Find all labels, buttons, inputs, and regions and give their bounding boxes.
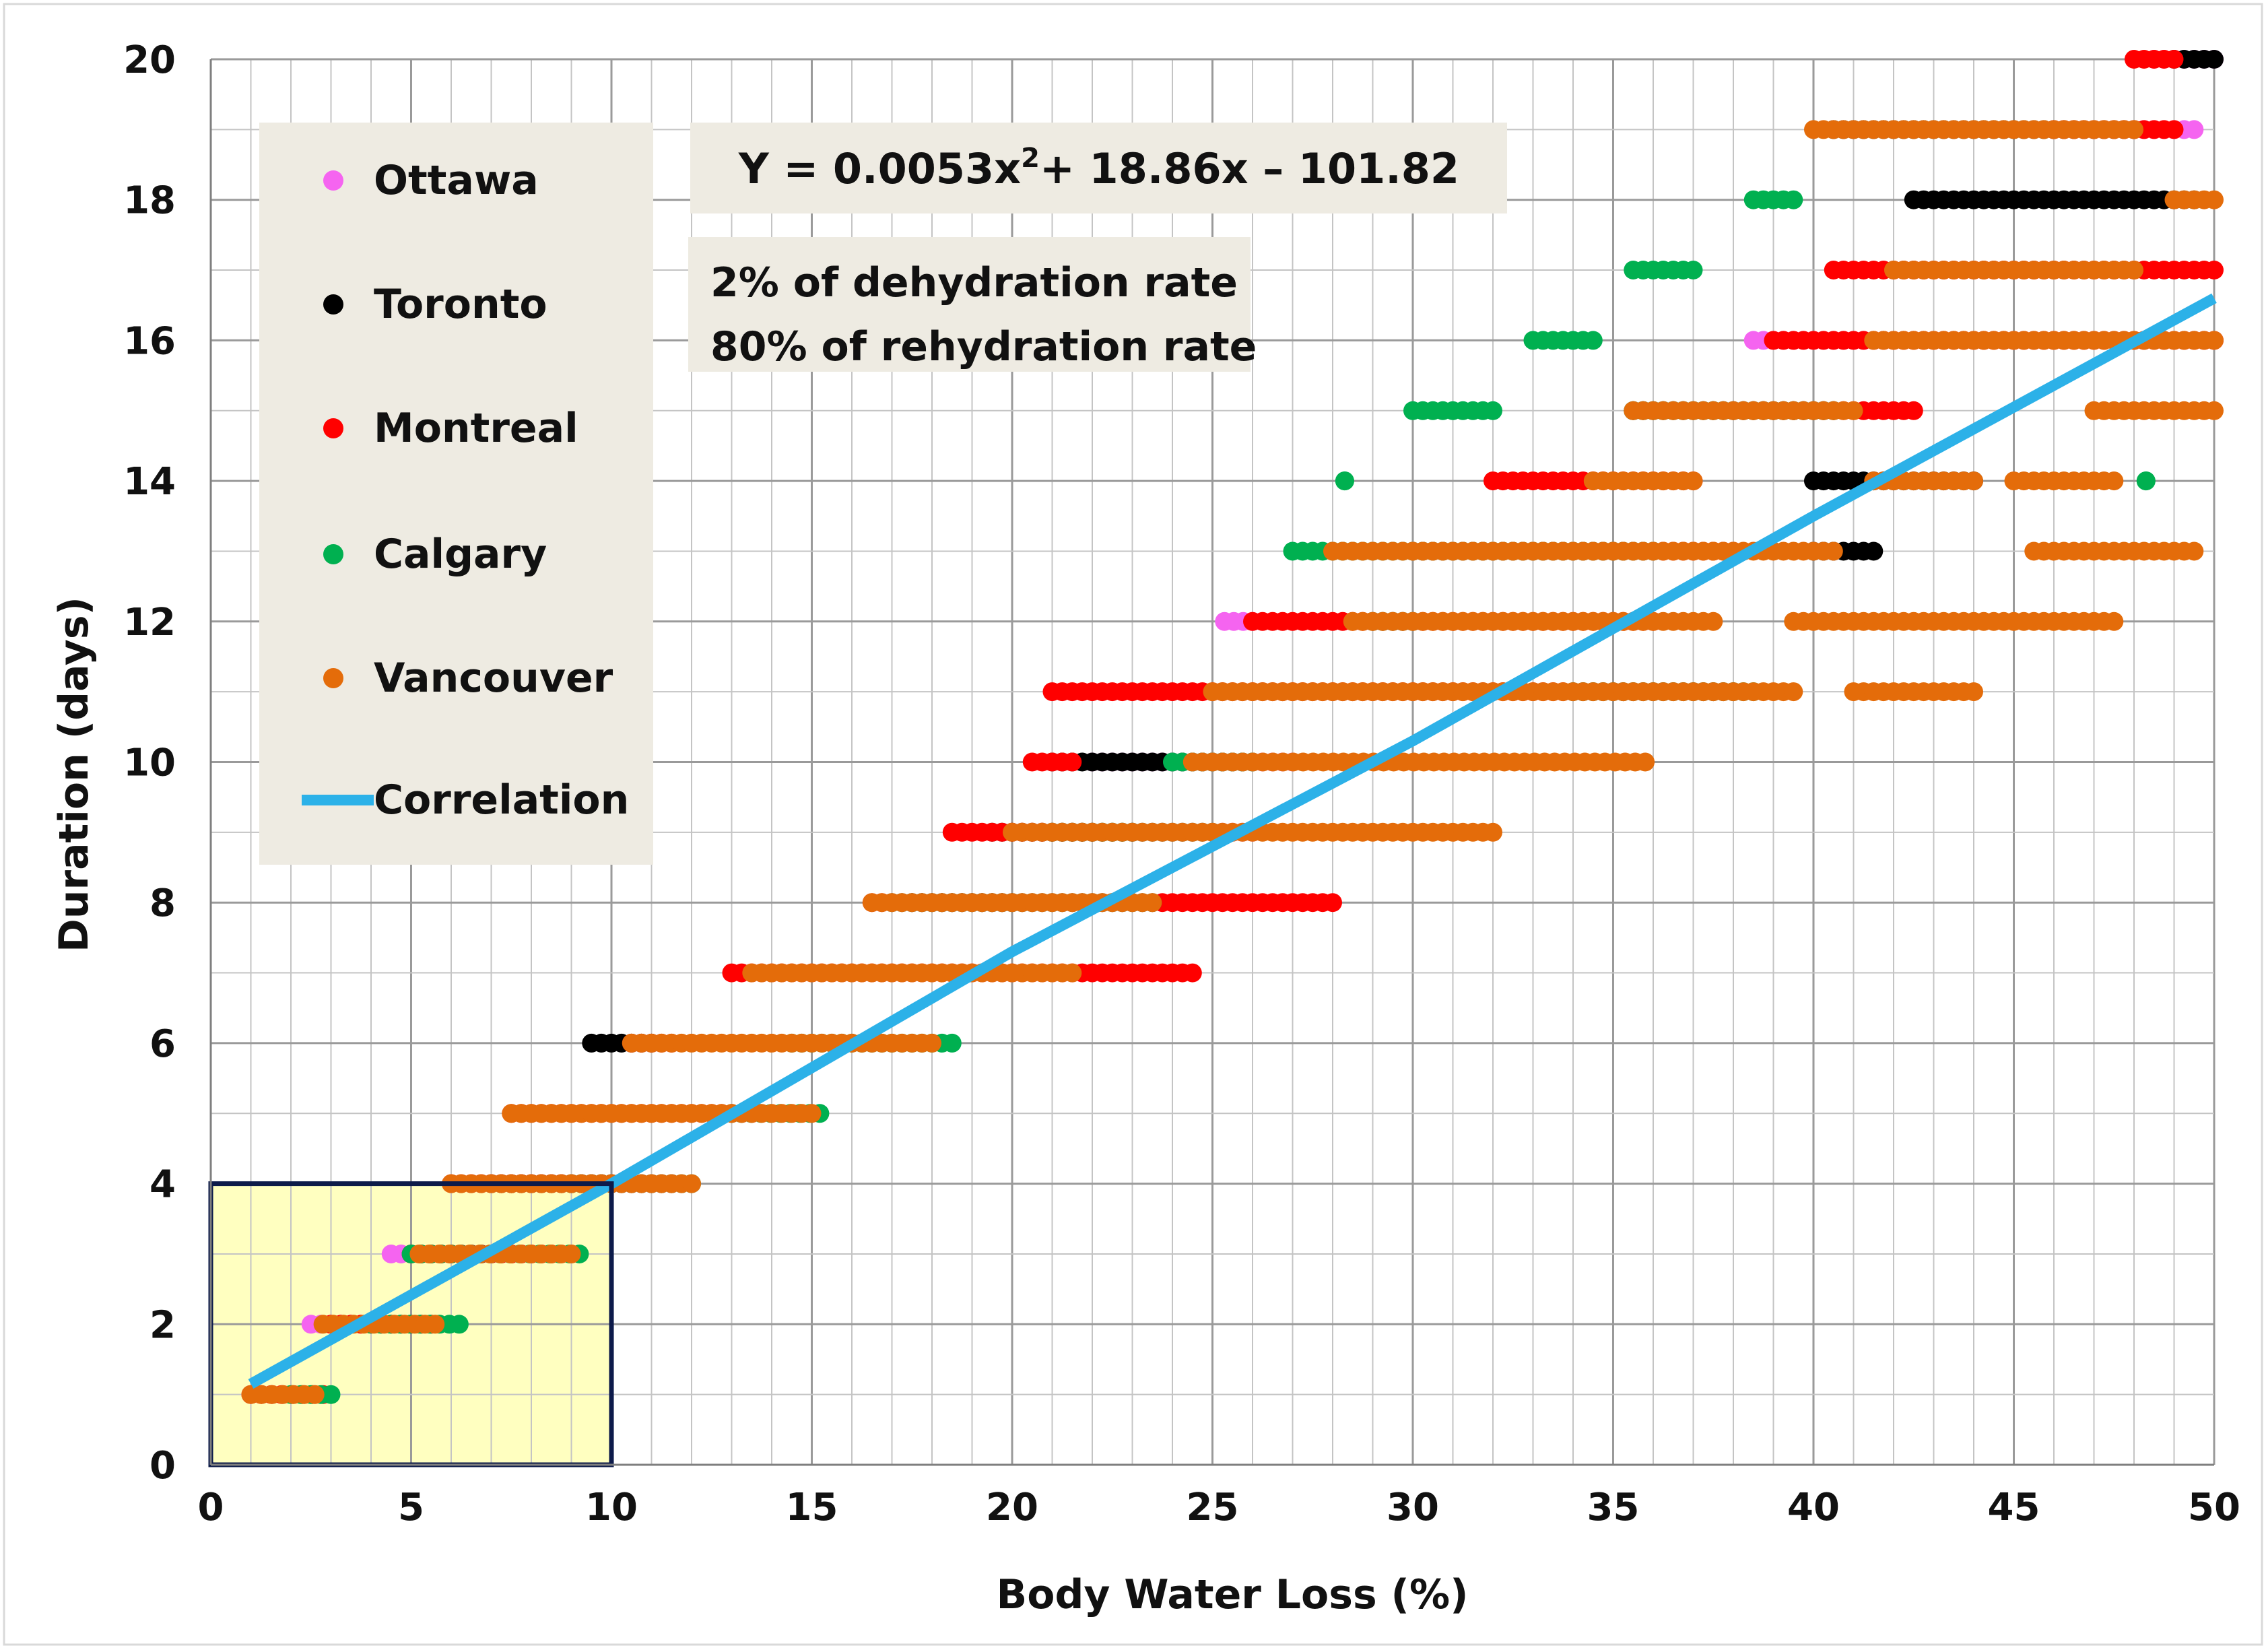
y-tick-label: 12: [123, 601, 176, 645]
point-ottawa: [2185, 120, 2204, 139]
y-tick-label: 6: [149, 1022, 176, 1066]
legend-marker-vancouver: [323, 668, 343, 688]
x-tick-label: 5: [398, 1486, 424, 1529]
point-calgary: [1784, 190, 1803, 209]
point-montreal: [2164, 50, 2184, 69]
equation-text: Y = 0.0053x2+ 18.86x – 101.82: [738, 143, 1459, 193]
point-calgary: [2136, 471, 2156, 491]
point-vancouver: [2104, 471, 2124, 491]
legend-marker-toronto: [323, 294, 343, 315]
point-montreal: [2164, 120, 2184, 139]
legend-label-vancouver: Vancouver: [374, 655, 613, 702]
y-tick-label: 20: [123, 38, 176, 82]
point-vancouver: [1784, 682, 1803, 702]
point-vancouver: [1964, 682, 1983, 702]
point-calgary: [1684, 261, 1703, 279]
legend: Ottawa Toronto Montreal Calgary Vancouve…: [259, 123, 653, 865]
point-vancouver: [2125, 120, 2143, 139]
y-tick-label: 8: [149, 882, 176, 925]
y-tick-label: 2: [149, 1303, 176, 1347]
note-line-rehydration: 80% of rehydration rate: [710, 323, 1257, 370]
legend-label-correlation: Correlation: [374, 777, 629, 824]
y-tick-label: 14: [123, 460, 176, 504]
point-vancouver: [1063, 963, 1082, 983]
y-tick-label: 4: [149, 1163, 176, 1207]
note-line-dehydration: 2% of dehydration rate: [710, 259, 1238, 306]
point-vancouver: [923, 1033, 941, 1053]
x-tick-label: 30: [1387, 1486, 1439, 1529]
point-calgary: [1335, 471, 1354, 491]
x-axis-title: Body Water Loss (%): [996, 1571, 1468, 1618]
y-tick-label: 10: [123, 741, 176, 785]
point-vancouver: [1143, 893, 1162, 913]
point-toronto: [2205, 50, 2224, 69]
point-vancouver: [2104, 612, 2124, 631]
point-vancouver: [2205, 190, 2224, 209]
point-vancouver: [802, 1104, 822, 1123]
equation-suffix: + 18.86x – 101.82: [1040, 144, 1459, 193]
point-calgary: [942, 1033, 962, 1053]
equation-prefix: Y = 0.0053x: [738, 144, 1021, 193]
x-tick-label: 45: [1988, 1486, 2040, 1529]
point-calgary: [1484, 401, 1502, 420]
point-vancouver: [1824, 541, 1843, 561]
x-tick-label: 20: [986, 1486, 1038, 1529]
point-calgary: [1583, 331, 1603, 350]
y-tick-label: 18: [123, 179, 176, 223]
point-vancouver: [305, 1385, 325, 1404]
point-calgary: [321, 1385, 341, 1404]
point-vancouver: [2205, 331, 2224, 350]
point-calgary: [449, 1315, 469, 1334]
point-vancouver: [426, 1315, 445, 1334]
rate-note: 2% of dehydration rate 80% of rehydratio…: [688, 237, 1257, 372]
equation-superscript: 2: [1021, 143, 1040, 174]
point-vancouver: [682, 1174, 701, 1193]
point-vancouver: [2125, 261, 2143, 279]
x-tick-label: 25: [1187, 1486, 1239, 1529]
legend-marker-montreal: [323, 418, 343, 438]
point-montreal: [1904, 401, 1923, 420]
legend-label-calgary: Calgary: [374, 531, 547, 578]
point-vancouver: [1684, 471, 1703, 491]
x-tick-label: 35: [1587, 1486, 1640, 1529]
point-vancouver: [1704, 612, 1723, 631]
point-montreal: [1182, 963, 1202, 983]
y-tick-label: 16: [123, 319, 176, 363]
legend-marker-ottawa: [323, 170, 343, 191]
x-tick-label: 40: [1787, 1486, 1840, 1529]
equation-box: Y = 0.0053x2+ 18.86x – 101.82: [690, 123, 1507, 213]
point-vancouver: [562, 1245, 581, 1263]
y-axis-title: Duration (days): [51, 597, 98, 952]
y-tick-label: 0: [149, 1444, 176, 1488]
point-vancouver: [2185, 541, 2204, 561]
legend-label-montreal: Montreal: [374, 405, 578, 452]
point-vancouver: [1484, 822, 1502, 842]
equation-background: [690, 123, 1507, 213]
point-vancouver: [1844, 401, 1863, 420]
x-tick-label: 50: [2188, 1486, 2240, 1529]
legend-label-ottawa: Ottawa: [374, 157, 539, 204]
note-background: [688, 237, 1251, 372]
point-vancouver: [2205, 401, 2224, 420]
point-montreal: [1063, 752, 1082, 772]
point-montreal: [1323, 893, 1342, 913]
point-montreal: [2205, 261, 2224, 279]
x-tick-label: 10: [585, 1486, 638, 1529]
x-tick-label: 0: [198, 1486, 224, 1529]
x-tick-label: 15: [786, 1486, 838, 1529]
legend-label-toronto: Toronto: [374, 281, 547, 328]
correlation-line: [248, 293, 2217, 1389]
point-vancouver: [1964, 471, 1983, 491]
series-vancouver: [241, 120, 2224, 1404]
point-toronto: [1864, 541, 1884, 561]
legend-marker-calgary: [323, 544, 343, 564]
point-vancouver: [1636, 752, 1655, 772]
legend-background: [259, 123, 653, 865]
